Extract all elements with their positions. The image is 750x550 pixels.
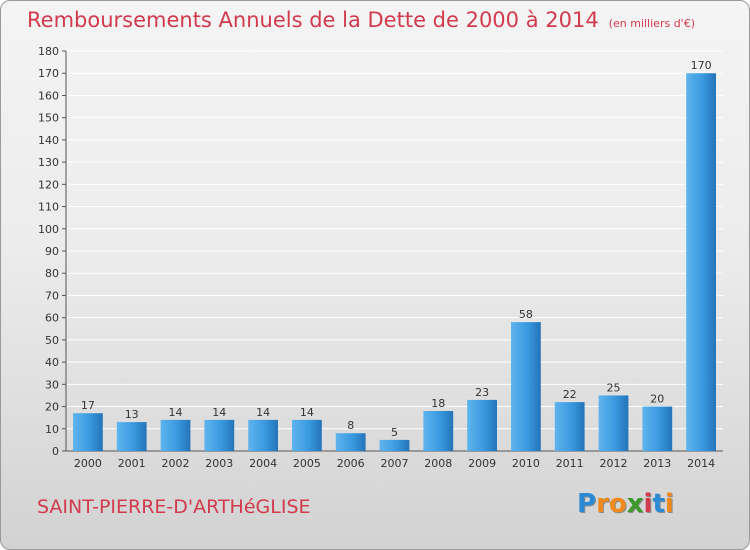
bar-value-label: 14 (212, 406, 226, 419)
bar-value-label: 14 (169, 406, 183, 419)
bar-value-label: 14 (300, 406, 314, 419)
y-tick-label: 10 (45, 423, 59, 436)
x-tick-label: 2005 (293, 457, 321, 470)
bar-2007 (379, 439, 410, 451)
y-tick-label: 90 (45, 245, 59, 258)
x-tick-label: 2008 (424, 457, 452, 470)
proxiti-logo: Proxiti (577, 489, 674, 519)
logo-letter: x (626, 489, 644, 519)
bar-2008 (423, 411, 454, 451)
y-tick-label: 30 (45, 378, 59, 391)
commune-name: SAINT-PIERRE-D'ARTHéGLISE (37, 496, 311, 518)
y-tick-label: 150 (38, 112, 59, 125)
y-tick-label: 160 (38, 89, 59, 102)
bar-value-label: 170 (691, 59, 712, 72)
logo-letter: P (577, 489, 597, 519)
grid-lines (66, 50, 723, 452)
chart-title-text: Remboursements Annuels de la Dette de 20… (27, 8, 599, 32)
chart-title: Remboursements Annuels de la Dette de 20… (27, 8, 695, 32)
bar-2009 (467, 399, 497, 451)
y-tick-label: 180 (38, 45, 59, 58)
bar-value-label: 20 (650, 393, 664, 406)
x-tick-label: 2001 (118, 457, 146, 470)
bar-2013 (642, 406, 673, 451)
x-tick-label: 2009 (468, 457, 496, 470)
bar-2012 (598, 395, 629, 451)
x-tick-label: 2006 (337, 457, 365, 470)
bar-value-label: 5 (391, 426, 398, 439)
bar-value-label: 8 (347, 419, 354, 432)
x-tick-label: 2002 (162, 457, 190, 470)
x-tick-label: 2004 (249, 457, 277, 470)
y-tick-label: 0 (52, 445, 59, 458)
bar-2001 (116, 422, 147, 451)
y-tick-label: 20 (45, 401, 59, 414)
y-tick-labels: 0 10 20 30 40 50 60 70 80 90 100 110 120 130 140 150 160… (38, 45, 59, 458)
x-tick-label: 2013 (643, 457, 671, 470)
y-tick-label: 120 (38, 178, 59, 191)
x-tick-label: 2010 (512, 457, 540, 470)
y-tick-label: 80 (45, 267, 59, 280)
chart-subtitle: (en milliers d'€) (608, 17, 695, 30)
y-tick-label: 130 (38, 156, 59, 169)
x-tick-labels: 2000 2001 2002 2003 2004 2005 2006 2007 2008 2009… (74, 457, 715, 470)
bar-2002 (160, 419, 191, 451)
bar-value-label: 22 (563, 388, 577, 401)
bar-2006 (335, 433, 366, 451)
x-tick-label: 2007 (381, 457, 409, 470)
bar-value-label: 25 (607, 381, 621, 394)
y-tick-label: 50 (45, 334, 59, 347)
y-tick-label: 140 (38, 134, 59, 147)
y-tick-label: 100 (38, 223, 59, 236)
bar-2004 (248, 419, 278, 451)
bar-value-label: 23 (475, 386, 489, 399)
bar-value-label: 13 (125, 408, 139, 421)
bar-value-label: 17 (81, 399, 95, 412)
logo-letter: o (608, 489, 627, 519)
x-tick-label: 2003 (205, 457, 233, 470)
logo-letter: i (664, 489, 674, 519)
bar-value-label: 18 (431, 397, 445, 410)
bar-2010 (511, 322, 541, 451)
bar-value-label: 58 (519, 308, 533, 321)
bar-value-label: 14 (256, 406, 270, 419)
x-tick-label: 2011 (556, 457, 584, 470)
y-tick-label: 110 (38, 201, 59, 214)
y-tick-label: 60 (45, 312, 59, 325)
bar-2014 (686, 73, 716, 451)
bar-2005 (292, 419, 322, 451)
x-tick-label: 2014 (687, 457, 715, 470)
y-tick-label: 70 (45, 289, 59, 302)
bars: 17 13 14 14 14 14 8 5 18 23 58 22 25 20 170 (73, 59, 716, 451)
x-tick-label: 2012 (600, 457, 628, 470)
bar-2000 (73, 413, 103, 451)
logo-letter: r (596, 489, 609, 519)
logo-letter: i (643, 489, 653, 519)
y-tick-label: 170 (38, 67, 59, 80)
logo-letter: t (652, 489, 665, 519)
bar-2003 (204, 419, 235, 451)
bar-2011 (554, 402, 585, 451)
y-tick-label: 40 (45, 356, 59, 369)
x-tick-label: 2000 (74, 457, 102, 470)
